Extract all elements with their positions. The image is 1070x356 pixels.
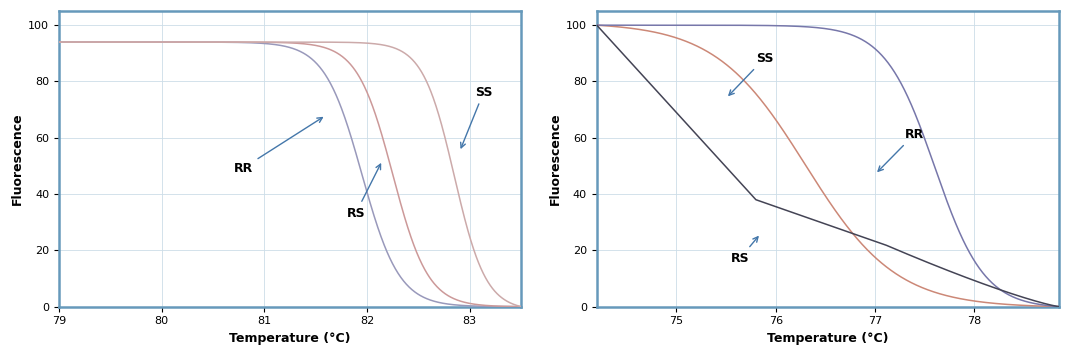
X-axis label: Temperature (°C): Temperature (°C) [229, 332, 351, 345]
Y-axis label: Fluorescence: Fluorescence [11, 112, 25, 205]
Text: SS: SS [461, 85, 492, 148]
Text: RS: RS [347, 164, 381, 220]
Text: SS: SS [729, 52, 774, 95]
Text: RR: RR [878, 128, 924, 171]
Text: RS: RS [731, 237, 758, 265]
Y-axis label: Fluorescence: Fluorescence [549, 112, 562, 205]
Text: RR: RR [233, 117, 322, 174]
X-axis label: Temperature (°C): Temperature (°C) [767, 332, 888, 345]
